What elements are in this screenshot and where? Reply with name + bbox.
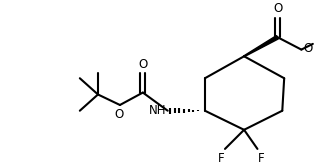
- Text: O: O: [303, 42, 313, 55]
- Text: O: O: [138, 58, 147, 71]
- Text: F: F: [258, 152, 264, 165]
- Text: O: O: [273, 2, 282, 15]
- Polygon shape: [244, 36, 279, 57]
- Text: O: O: [114, 108, 124, 121]
- Text: F: F: [218, 152, 225, 165]
- Text: NH: NH: [149, 104, 167, 117]
